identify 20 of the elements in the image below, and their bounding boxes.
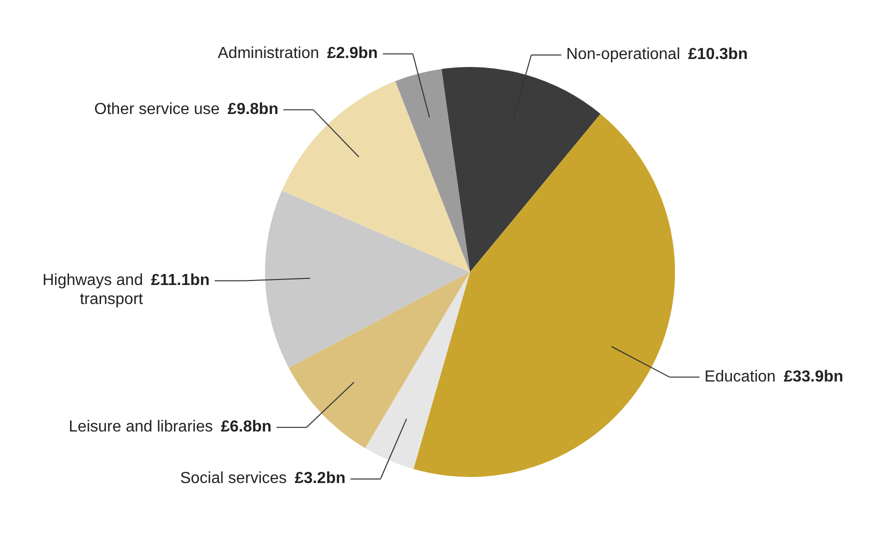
data-label: £10.3bn <box>688 46 748 64</box>
data-label: £11.1bn <box>150 272 210 289</box>
slice-label: Social services <box>180 470 287 488</box>
data-label: £9.8bn <box>228 100 278 118</box>
data-label: £2.9bn <box>327 45 378 62</box>
slice-label: Highways and transport <box>42 272 144 308</box>
data-label: £6.8bn <box>220 418 272 436</box>
pie-slice <box>413 114 675 477</box>
data-label: £3.2bn <box>294 470 346 488</box>
pie-slice <box>288 272 470 448</box>
pie-slice <box>365 272 470 470</box>
slice-label: Leisure and libraries <box>68 418 213 436</box>
pie-slice <box>395 68 470 272</box>
slice-label: Non-operational <box>566 46 680 64</box>
data-label: £33.9bn <box>784 368 844 386</box>
slice-label: Education <box>704 368 776 386</box>
pie-slice <box>265 190 470 368</box>
slice-label: Other service use <box>94 100 220 118</box>
pie-slice <box>282 81 470 272</box>
slice-label: Administration <box>218 45 320 62</box>
